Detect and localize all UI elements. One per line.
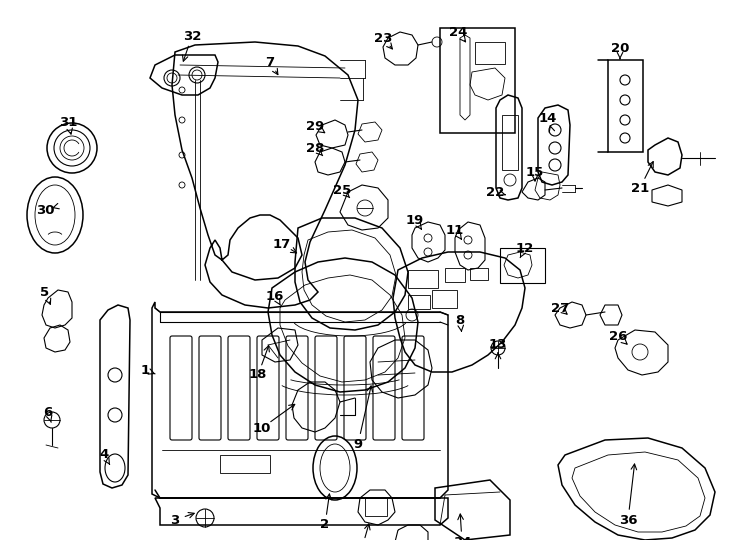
Text: 6: 6 [43, 406, 53, 419]
Text: 8: 8 [455, 314, 465, 327]
Text: 18: 18 [249, 368, 267, 381]
Text: 25: 25 [333, 184, 351, 197]
Text: 23: 23 [374, 31, 392, 44]
Bar [220, 455, 270, 473]
Text: 28: 28 [306, 141, 324, 154]
Text: 14: 14 [539, 111, 557, 125]
Text: 7: 7 [266, 56, 275, 69]
Text: 11: 11 [446, 224, 464, 237]
Bar [470, 268, 488, 280]
Text: 16: 16 [266, 289, 284, 302]
Text: 15: 15 [526, 165, 544, 179]
Text: 32: 32 [183, 30, 201, 43]
Text: 2: 2 [321, 518, 330, 531]
Text: 20: 20 [611, 42, 629, 55]
Text: 1: 1 [140, 363, 150, 376]
Text: 24: 24 [448, 25, 467, 38]
Text: 22: 22 [486, 186, 504, 199]
Text: 29: 29 [306, 119, 324, 132]
Text: 30: 30 [36, 204, 54, 217]
Bar [432, 290, 457, 308]
Text: 27: 27 [551, 301, 569, 314]
Text: 13: 13 [489, 339, 507, 352]
Bar [608, 60, 643, 152]
Text: 36: 36 [619, 514, 637, 526]
Bar [502, 115, 518, 170]
Text: 10: 10 [252, 422, 271, 435]
Text: 26: 26 [608, 329, 627, 342]
Bar [475, 42, 505, 64]
Text: 3: 3 [170, 514, 180, 526]
Bar [408, 270, 438, 288]
Bar [408, 295, 430, 309]
Bar [440, 28, 515, 133]
Text: 12: 12 [516, 241, 534, 254]
Text: 34: 34 [453, 536, 471, 540]
Bar [365, 498, 387, 516]
Text: 19: 19 [406, 213, 424, 226]
Bar [445, 268, 465, 282]
Text: 21: 21 [631, 181, 649, 194]
Text: 9: 9 [354, 437, 363, 450]
Bar [500, 248, 545, 283]
Text: 5: 5 [40, 286, 50, 299]
Text: 17: 17 [273, 238, 291, 251]
Text: 4: 4 [99, 449, 109, 462]
Text: 31: 31 [59, 116, 77, 129]
